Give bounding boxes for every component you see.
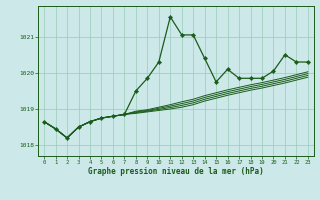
X-axis label: Graphe pression niveau de la mer (hPa): Graphe pression niveau de la mer (hPa) [88,167,264,176]
